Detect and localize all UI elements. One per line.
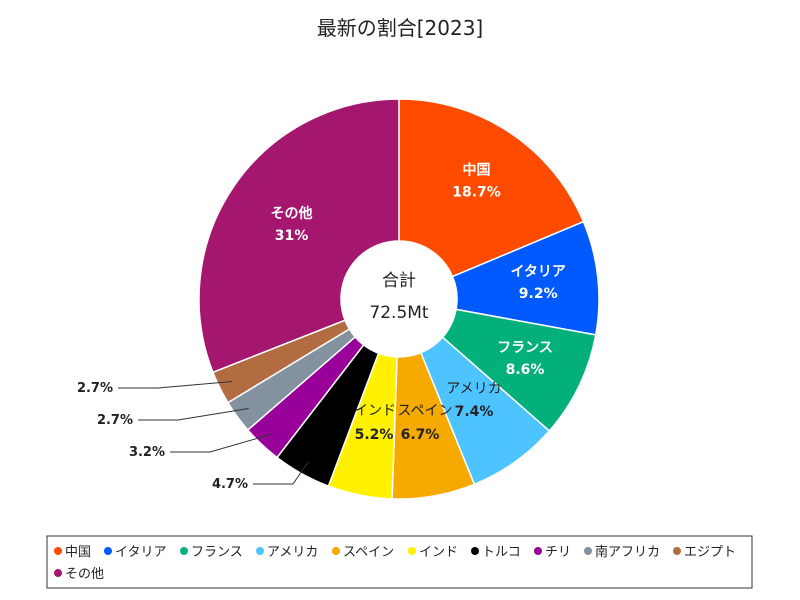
slice-0-value: 18.7% [452, 184, 501, 200]
legend-item-2[interactable]: フランス [191, 545, 243, 560]
slice-10-name: その他 [271, 205, 313, 222]
pie-slices [198, 98, 600, 500]
slice-9-value: 2.7% [77, 381, 113, 396]
legend-item-7[interactable]: チリ [545, 545, 571, 560]
legend-marker-9 [673, 547, 681, 555]
slice-9-leader [118, 381, 233, 389]
legend-item-3[interactable]: アメリカ [267, 545, 318, 560]
slice-3-value: 7.4% [455, 404, 494, 420]
total-value: 72.5Mt [369, 303, 429, 323]
legend-marker-2 [180, 547, 188, 555]
legend-marker-3 [256, 547, 264, 555]
slice-7-leader [170, 433, 272, 453]
slice-8-value: 2.7% [97, 413, 133, 428]
donut-hole [341, 241, 457, 357]
legend-marker-5 [408, 547, 416, 555]
center-label: 合計 [382, 271, 416, 291]
legend-marker-8 [584, 547, 592, 555]
slice-8-leader [138, 407, 249, 421]
legend-item-5[interactable]: インド [419, 545, 458, 560]
slice-6-leader [253, 461, 309, 485]
slice-3-name: アメリカ [446, 381, 501, 397]
legend-marker-1 [104, 547, 112, 555]
legend-item-9[interactable]: エジプト [684, 545, 736, 560]
slice-6-value: 4.7% [212, 477, 248, 492]
legend-item-10[interactable]: その他 [65, 567, 104, 582]
legend-item-0[interactable]: 中国 [65, 545, 91, 560]
slice-labels: 中国 18.7% イタリア 9.2% フランス 8.6% アメリカ 7.4%スペイン 6.7% イ… [77, 161, 566, 492]
slice-0-name: 中国 [463, 161, 491, 178]
legend-marker-7 [534, 547, 542, 555]
slice-5-value: 5.2% [355, 427, 394, 443]
slice-7-value: 3.2% [129, 445, 165, 460]
slice-2-name: フランス [497, 340, 553, 356]
legend-marker-6 [471, 547, 479, 555]
leader-lines [118, 381, 309, 485]
legend-marker-10 [54, 569, 62, 577]
slice-2-value: 8.6% [506, 362, 545, 378]
legend-item-8[interactable]: 南アフリカ [595, 544, 660, 560]
legend-marker-4 [332, 547, 340, 555]
slice-1-value: 9.2% [519, 286, 558, 302]
legend-marker-0 [54, 547, 62, 555]
slice-5-name: インド [354, 403, 396, 419]
legend-box [46, 535, 753, 589]
legend-item-6[interactable]: トルコ [482, 545, 521, 560]
legend-item-1[interactable]: イタリア [115, 545, 166, 560]
slice-1-name: イタリア [510, 264, 565, 280]
legend-item-4[interactable]: スペイン [343, 545, 394, 560]
slice-4-name: スペイン [397, 403, 452, 419]
slice-10-value: 31% [275, 228, 309, 244]
chart-title: 最新の割合[2023] [317, 16, 484, 40]
slice-4-value: 6.7% [401, 427, 440, 443]
